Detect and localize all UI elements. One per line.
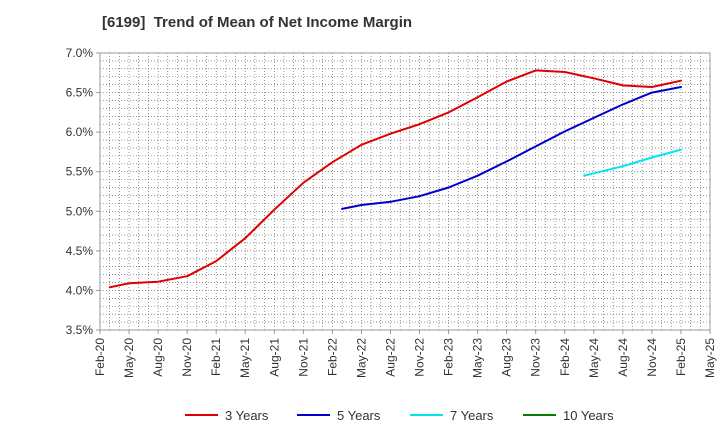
x-tick-label: Nov-21 <box>296 338 310 377</box>
chart-title: [6199] Trend of Mean of Net Income Margi… <box>102 14 413 31</box>
x-tick-label: Feb-25 <box>674 338 688 376</box>
x-tick-label: Nov-20 <box>180 338 194 377</box>
grid-lines <box>100 53 710 330</box>
y-tick-label: 7.0% <box>66 46 94 60</box>
x-tick-label: May-21 <box>238 338 252 378</box>
y-tick-label: 6.5% <box>66 86 94 100</box>
series-line-5-years <box>341 86 682 210</box>
x-tick-label: Nov-24 <box>645 338 659 377</box>
y-tick-label: 4.5% <box>66 244 94 258</box>
x-tick-label: May-23 <box>471 338 485 378</box>
y-tick-label: 4.0% <box>66 283 94 297</box>
x-tick-label: Feb-20 <box>93 338 107 376</box>
x-tick-label: Nov-22 <box>413 338 427 377</box>
y-tick-label: 3.5% <box>66 323 94 337</box>
x-tick-label: Aug-21 <box>267 338 281 377</box>
x-tick-label: Aug-22 <box>383 338 397 377</box>
x-tick-label: May-25 <box>703 338 717 378</box>
y-tick-label: 6.0% <box>66 125 94 139</box>
x-tick-label: Feb-24 <box>558 338 572 376</box>
x-tick-label: Aug-24 <box>616 338 630 377</box>
x-tick-label: Nov-23 <box>529 338 543 377</box>
x-tick-label: May-20 <box>122 338 136 378</box>
x-tick-label: Feb-21 <box>209 338 223 376</box>
x-tick-label: Feb-22 <box>325 338 339 376</box>
series-line-7-years <box>583 148 682 177</box>
x-tick-label: Aug-20 <box>151 338 165 377</box>
x-tick-label: May-24 <box>587 338 601 378</box>
x-tick-label: Aug-23 <box>500 338 514 377</box>
x-tick-label: May-22 <box>354 338 368 378</box>
series-line-3-years <box>108 69 682 289</box>
series-lines <box>108 69 682 289</box>
axes: 3.5% 4.0% 4.5% 5.0% 5.5% 6.0% 6.5% 7.0% Feb-20 Ma… <box>66 46 717 378</box>
legend: 3 Years 5 Years 7 Years 10 Years <box>185 408 614 423</box>
legend-label-5-years: 5 Years <box>337 408 381 423</box>
legend-label-10-years: 10 Years <box>563 408 614 423</box>
legend-label-3-years: 3 Years <box>225 408 269 423</box>
y-tick-label: 5.0% <box>66 204 94 218</box>
plot-border <box>99 52 711 331</box>
x-tick-label: Feb-23 <box>442 338 456 376</box>
legend-label-7-years: 7 Years <box>450 408 494 423</box>
y-tick-label: 5.5% <box>66 165 94 179</box>
